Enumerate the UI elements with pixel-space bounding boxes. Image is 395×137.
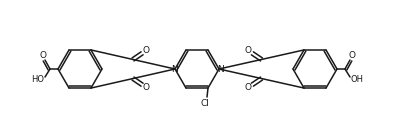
Text: O: O	[143, 46, 150, 55]
Text: O: O	[245, 83, 252, 92]
Text: O: O	[245, 46, 252, 55]
Text: N: N	[216, 65, 224, 73]
Text: HO: HO	[32, 75, 45, 83]
Text: O: O	[143, 83, 150, 92]
Text: O: O	[40, 52, 47, 61]
Text: N: N	[171, 65, 177, 73]
Text: Cl: Cl	[201, 99, 209, 108]
Text: OH: OH	[350, 75, 363, 83]
Text: O: O	[348, 52, 356, 61]
